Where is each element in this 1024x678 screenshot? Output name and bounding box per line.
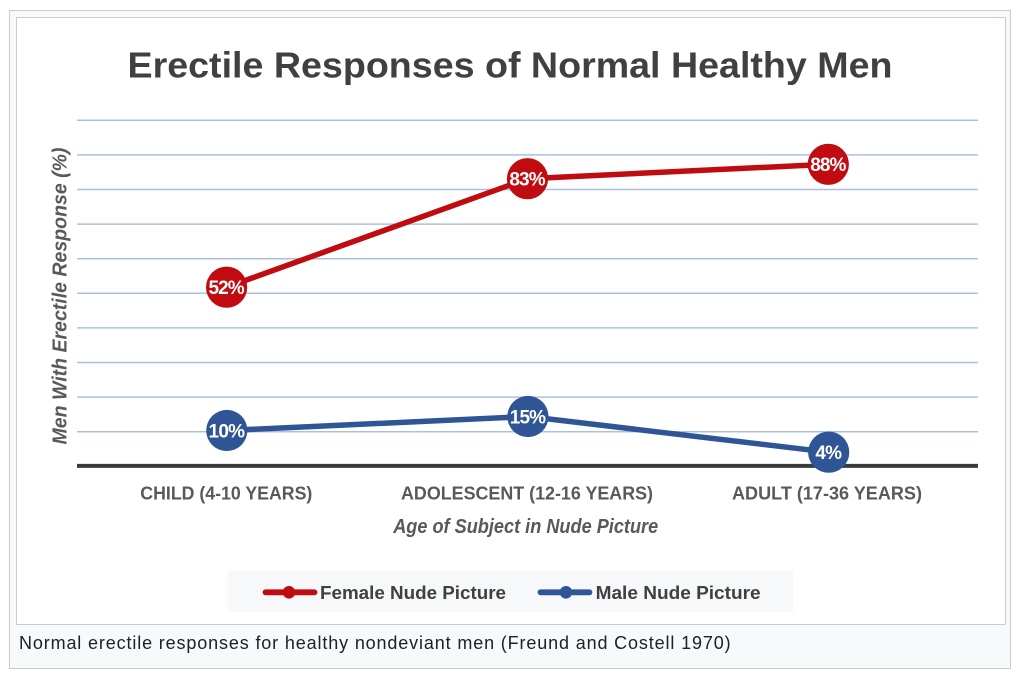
svg-text:Age of Subject in Nude Picture: Age of Subject in Nude Picture: [392, 516, 658, 538]
svg-text:83%: 83%: [509, 170, 545, 191]
svg-text:Female Nude Picture: Female Nude Picture: [320, 583, 506, 603]
svg-text:ADOLESCENT (12-16 YEARS): ADOLESCENT (12-16 YEARS): [401, 483, 653, 504]
svg-text:Men With Erectile Response (%): Men With Erectile Response (%): [49, 147, 72, 444]
svg-text:ADULT (17-36 YEARS): ADULT (17-36 YEARS): [732, 483, 922, 504]
svg-text:Male Nude Picture: Male Nude Picture: [596, 583, 761, 603]
svg-text:Erectile Responses of Normal H: Erectile Responses of Normal Healthy Men: [128, 45, 893, 86]
svg-text:10%: 10%: [209, 421, 246, 442]
svg-text:4%: 4%: [815, 443, 842, 464]
svg-text:CHILD (4-10 YEARS): CHILD (4-10 YEARS): [140, 483, 312, 504]
svg-text:88%: 88%: [810, 155, 846, 176]
svg-text:52%: 52%: [209, 278, 245, 299]
svg-text:15%: 15%: [510, 407, 546, 428]
